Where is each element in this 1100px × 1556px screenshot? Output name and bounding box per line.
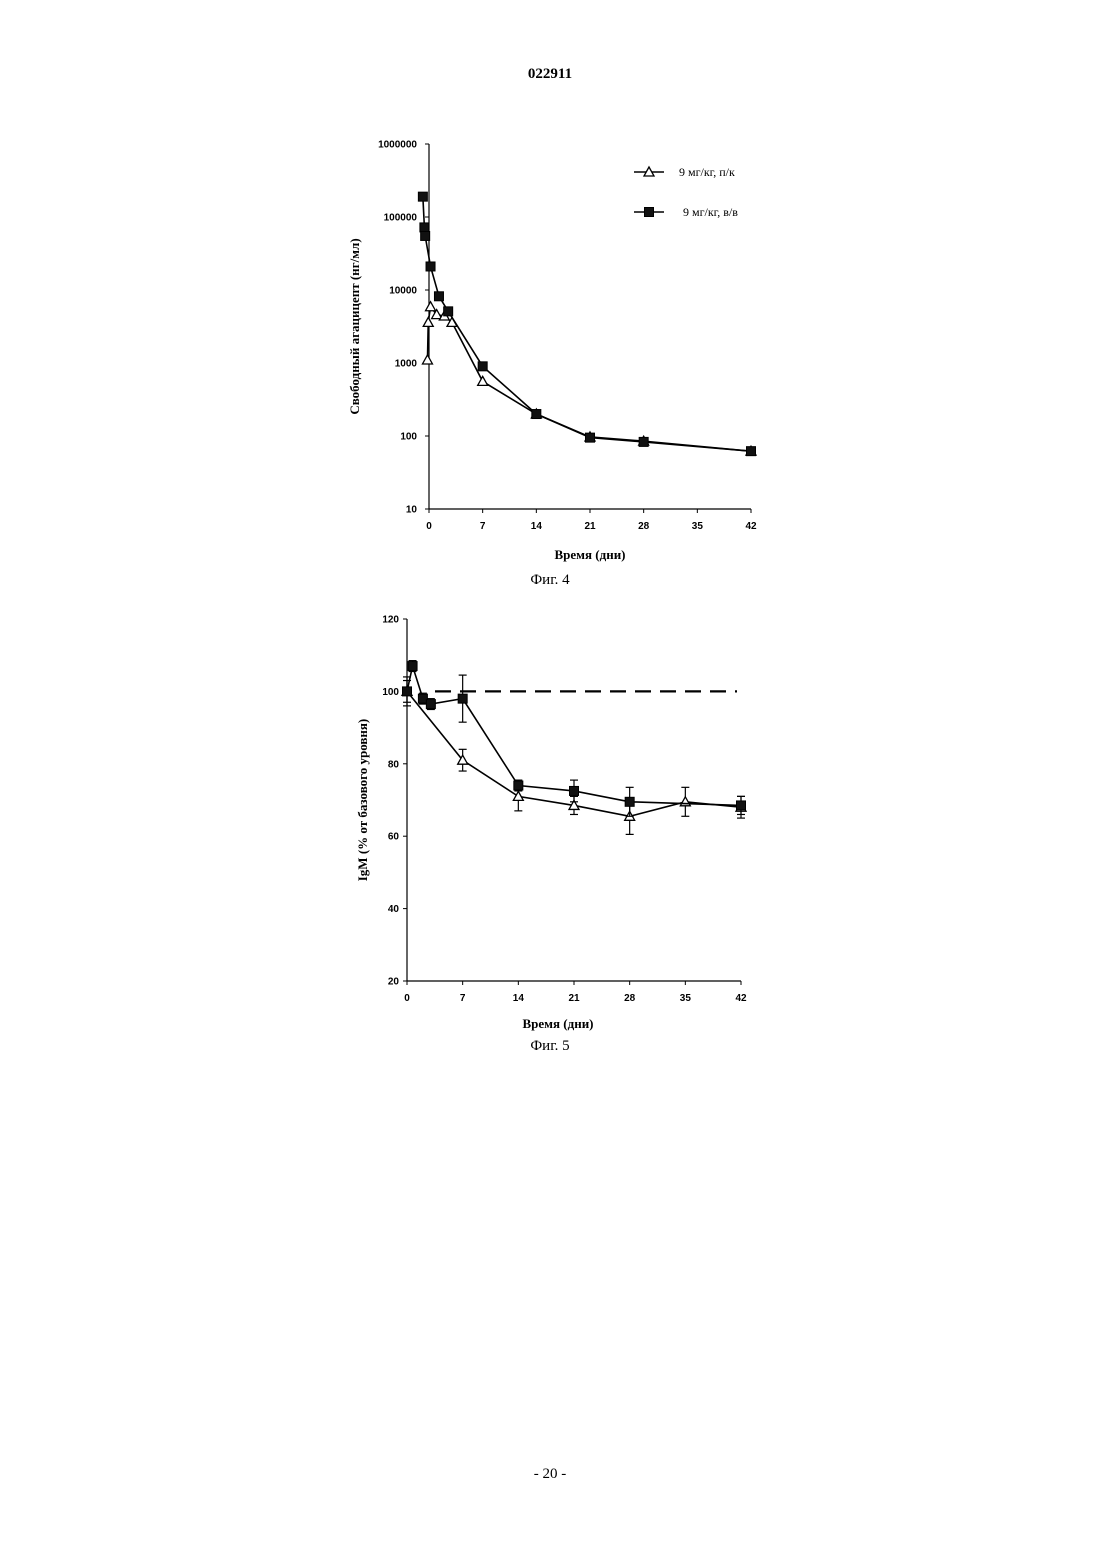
y-tick-label: 60 — [388, 832, 400, 843]
data-point — [458, 694, 467, 703]
data-point — [737, 801, 746, 810]
data-point — [403, 687, 412, 696]
x-tick-label: 7 — [460, 993, 466, 1004]
x-tick-label: 28 — [624, 993, 636, 1004]
x-tick-label: 21 — [568, 993, 580, 1004]
y-tick-label: 80 — [388, 759, 400, 770]
y-tick-label: 40 — [388, 904, 400, 915]
x-tick-label: 0 — [404, 993, 410, 1004]
y-axis-title: IgM (% от базового уровня) — [355, 719, 370, 882]
figure-5-chart: 20 40 60 80 100 120 0 7 14 21 28 35 42 Время (дни) IgM… — [0, 0, 1100, 1060]
y-tick-label: 100 — [382, 687, 399, 698]
data-point — [570, 786, 579, 795]
page-number: - 20 - — [0, 1466, 1100, 1483]
data-point — [408, 662, 417, 671]
y-tick-label: 120 — [382, 615, 399, 626]
x-tick-label: 35 — [680, 993, 692, 1004]
data-point — [514, 781, 523, 790]
x-tick-label: 42 — [735, 993, 747, 1004]
figure-5-caption: Фиг. 5 — [0, 1038, 1100, 1055]
y-tick-label: 20 — [388, 977, 400, 988]
x-axis-title: Время (дни) — [522, 1016, 593, 1031]
data-point — [426, 700, 435, 709]
data-point — [625, 797, 634, 806]
data-point — [513, 791, 523, 800]
x-tick-label: 14 — [513, 993, 525, 1004]
